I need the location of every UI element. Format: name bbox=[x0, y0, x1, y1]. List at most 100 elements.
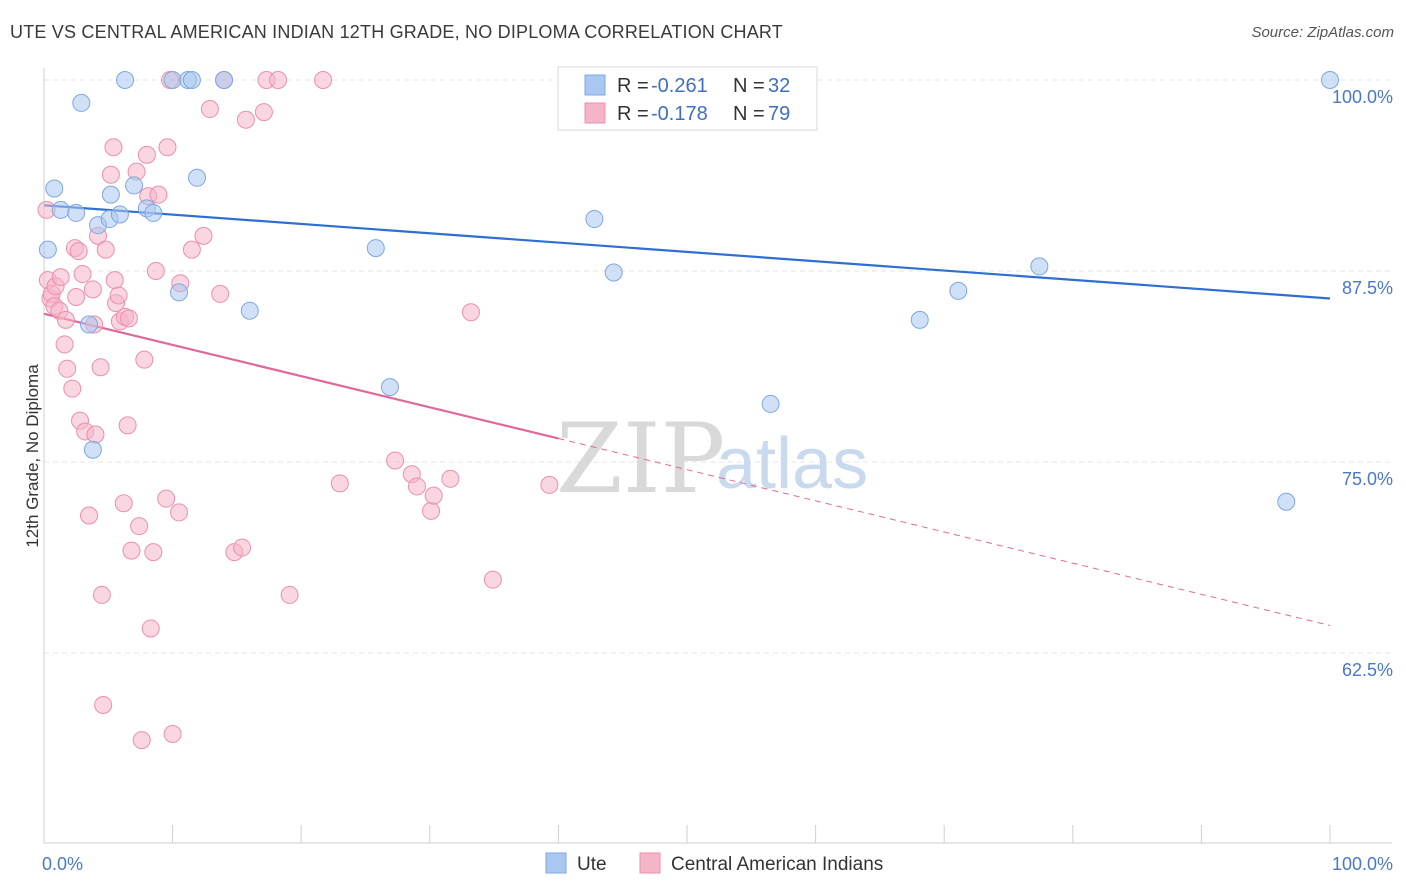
legend-r-value-ute: -0.261 bbox=[651, 75, 708, 97]
point-central-american-indians-11 bbox=[63, 379, 82, 398]
point-central-american-indians-42 bbox=[137, 145, 156, 164]
point-ute-22 bbox=[366, 239, 385, 258]
point-central-american-indians-23 bbox=[91, 358, 110, 377]
point-ute-25 bbox=[604, 263, 623, 282]
legend-n-label-ute: N = bbox=[733, 75, 765, 97]
point-ute-0 bbox=[38, 240, 57, 259]
point-ute-5 bbox=[80, 315, 99, 334]
series-legend-cai: Central American Indians bbox=[671, 854, 883, 875]
point-central-american-indians-75 bbox=[483, 570, 502, 589]
point-ute-12 bbox=[125, 176, 144, 195]
point-ute-9 bbox=[101, 185, 120, 204]
gridlines bbox=[44, 79, 1392, 654]
legend-n-value-ute: 32 bbox=[768, 75, 790, 97]
axes bbox=[43, 68, 1392, 844]
series-legend-swatch-ute bbox=[545, 852, 567, 874]
point-central-american-indians-60 bbox=[233, 538, 252, 557]
y-tick-label-3: 100.0% bbox=[1332, 87, 1393, 107]
point-central-american-indians-31 bbox=[109, 286, 128, 305]
point-central-american-indians-39 bbox=[130, 517, 149, 536]
point-central-american-indians-45 bbox=[144, 543, 163, 562]
point-central-american-indians-41 bbox=[135, 350, 154, 369]
point-central-american-indians-36 bbox=[119, 309, 138, 328]
point-central-american-indians-35 bbox=[118, 416, 137, 435]
legend-swatch-cai bbox=[584, 102, 606, 124]
series-legend-ute: Ute bbox=[577, 854, 607, 875]
point-ute-2 bbox=[51, 200, 70, 219]
point-ute-27 bbox=[761, 394, 780, 413]
point-central-american-indians-56 bbox=[200, 100, 219, 119]
legend-r-value-cai: -0.178 bbox=[651, 103, 708, 125]
point-ute-10 bbox=[110, 205, 129, 224]
point-ute-20 bbox=[215, 71, 234, 89]
trend-lines bbox=[43, 204, 1331, 626]
y-tick-label-0: 62.5% bbox=[1342, 660, 1393, 680]
legend-r-label-ute: R = bbox=[617, 75, 649, 97]
point-central-american-indians-13 bbox=[67, 287, 86, 306]
point-ute-4 bbox=[72, 93, 91, 112]
point-central-american-indians-73 bbox=[441, 469, 460, 488]
stats-legend: R = -0.261 N = 32 R = -0.178 N = 79 bbox=[557, 66, 818, 131]
point-central-american-indians-18 bbox=[80, 506, 99, 525]
point-central-american-indians-57 bbox=[211, 284, 230, 303]
point-central-american-indians-51 bbox=[163, 724, 182, 743]
point-central-american-indians-9 bbox=[56, 310, 75, 329]
point-ute-31 bbox=[1277, 492, 1296, 511]
point-central-american-indians-72 bbox=[424, 486, 443, 505]
point-central-american-indians-25 bbox=[94, 695, 113, 714]
point-central-american-indians-68 bbox=[386, 451, 405, 470]
point-central-american-indians-33 bbox=[114, 494, 133, 513]
point-central-american-indians-76 bbox=[540, 475, 559, 494]
point-ute-28 bbox=[910, 310, 929, 329]
point-central-american-indians-44 bbox=[141, 619, 160, 638]
x-tick-label-0: 0.0% bbox=[42, 854, 83, 874]
point-central-american-indians-65 bbox=[280, 585, 299, 604]
y-axis-label: 12th Grade, No Diploma bbox=[23, 364, 42, 548]
trend-line-ute bbox=[43, 204, 1331, 300]
series-legend-swatch-cai bbox=[639, 852, 661, 874]
point-central-american-indians-64 bbox=[269, 71, 288, 89]
point-central-american-indians-55 bbox=[194, 226, 213, 245]
source-label: Source: ZipAtlas.com bbox=[1251, 24, 1394, 41]
point-central-american-indians-40 bbox=[132, 731, 151, 750]
point-central-american-indians-52 bbox=[170, 503, 189, 522]
point-ute-18 bbox=[182, 71, 201, 89]
trend-line-central-american-indians bbox=[43, 312, 559, 440]
point-central-american-indians-19 bbox=[83, 280, 102, 299]
y-tick-labels: 62.5% 75.0% 87.5% 100.0% bbox=[1332, 87, 1393, 680]
point-central-american-indians-10 bbox=[58, 359, 77, 378]
watermark-atlas: atlas bbox=[716, 424, 868, 504]
point-central-american-indians-7 bbox=[51, 268, 70, 287]
point-ute-3 bbox=[67, 203, 86, 222]
point-central-american-indians-37 bbox=[122, 541, 141, 560]
point-ute-19 bbox=[188, 168, 207, 187]
chart-title: UTE VS CENTRAL AMERICAN INDIAN 12TH GRAD… bbox=[10, 22, 783, 42]
point-ute-32 bbox=[1321, 71, 1339, 89]
point-ute-15 bbox=[163, 71, 182, 89]
point-ute-23 bbox=[380, 378, 399, 397]
point-central-american-indians-48 bbox=[157, 489, 176, 508]
point-ute-21 bbox=[240, 301, 259, 320]
point-central-american-indians-49 bbox=[158, 138, 177, 157]
y-tick-label-2: 87.5% bbox=[1342, 278, 1393, 298]
y-tick-label-1: 75.0% bbox=[1342, 469, 1393, 489]
legend-swatch-ute bbox=[584, 74, 606, 96]
point-central-american-indians-66 bbox=[314, 71, 333, 89]
point-central-american-indians-46 bbox=[146, 262, 165, 280]
point-ute-24 bbox=[585, 210, 604, 229]
point-ute-6 bbox=[83, 440, 102, 459]
point-central-american-indians-67 bbox=[330, 474, 349, 493]
point-central-american-indians-29 bbox=[105, 271, 124, 290]
data-points bbox=[37, 71, 1339, 750]
legend-r-label-cai: R = bbox=[617, 103, 649, 125]
point-ute-29 bbox=[949, 281, 968, 300]
point-central-american-indians-8 bbox=[55, 335, 74, 354]
watermark-zip: ZIP bbox=[556, 403, 725, 515]
point-central-american-indians-16 bbox=[73, 265, 92, 284]
point-ute-16 bbox=[170, 283, 189, 302]
point-ute-1 bbox=[45, 179, 64, 198]
trend-line-extension-central-american-indians bbox=[558, 437, 1331, 626]
point-central-american-indians-24 bbox=[92, 585, 111, 604]
x-tick-labels: 0.0% 100.0% bbox=[42, 854, 1393, 874]
